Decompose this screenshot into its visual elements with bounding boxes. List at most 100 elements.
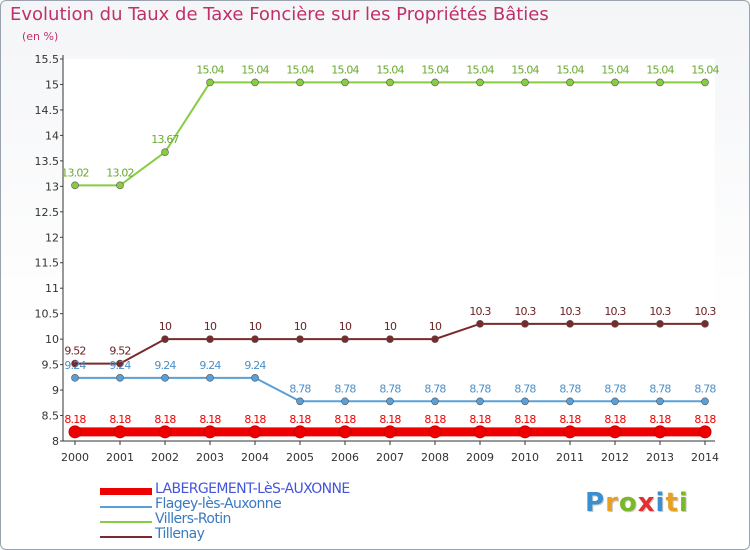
y-tick-label: 14.5 (35, 104, 60, 117)
data-label: 8.18 (109, 413, 131, 426)
chart-title: Evolution du Taux de Taxe Foncière sur l… (10, 4, 549, 25)
data-point (248, 425, 262, 439)
data-point (563, 425, 577, 439)
data-point (431, 397, 439, 406)
legend-label-flagey: Flagey-lès-Auxonne (155, 496, 282, 512)
y-tick-label: 14 (45, 129, 59, 142)
data-label: 8.78 (559, 382, 581, 395)
data-point (656, 397, 664, 406)
data-label: 8.18 (649, 413, 671, 426)
data-label: 8.78 (334, 382, 356, 395)
data-label: 9.52 (109, 345, 130, 358)
data-point (476, 78, 484, 87)
data-label: 10 (429, 320, 442, 333)
data-label: 8.18 (379, 413, 401, 426)
data-label: 15.04 (196, 63, 224, 76)
data-point (341, 335, 349, 343)
logo-letter: P (585, 488, 606, 518)
data-point (296, 335, 304, 343)
data-point (116, 359, 124, 368)
data-label: 15.04 (466, 63, 494, 76)
data-point (656, 78, 664, 87)
data-point (566, 397, 574, 406)
data-point (386, 78, 394, 87)
data-label: 13.67 (151, 133, 179, 146)
data-point (161, 374, 169, 382)
data-point (296, 397, 304, 406)
y-tick-label: 9.5 (42, 359, 60, 372)
data-label: 10.3 (649, 305, 671, 318)
data-point (611, 320, 619, 328)
data-label: 10 (204, 320, 217, 333)
data-point (293, 425, 307, 439)
y-tick-label: 15 (45, 78, 59, 91)
data-point (521, 78, 529, 87)
legend-swatch-flagey (100, 506, 152, 508)
data-label: 9.24 (244, 359, 266, 372)
x-tick-label: 2004 (241, 451, 269, 464)
data-point (611, 397, 619, 406)
legend-label-tillenay: Tillenay (155, 526, 205, 542)
data-label: 10.3 (514, 305, 536, 318)
y-tick-label: 12.5 (35, 206, 60, 219)
x-tick-label: 2000 (61, 451, 89, 464)
data-point (161, 335, 169, 343)
x-tick-label: 2014 (691, 451, 719, 464)
data-point (251, 78, 259, 87)
chart-subtitle: (en %) (22, 30, 59, 43)
data-label: 13.02 (106, 166, 134, 179)
data-label: 8.18 (469, 413, 491, 426)
data-label: 15.04 (691, 63, 719, 76)
data-label: 8.18 (604, 413, 626, 426)
data-point (113, 425, 127, 439)
x-tick-label: 2009 (466, 451, 494, 464)
data-point (203, 425, 217, 439)
data-point (341, 397, 349, 406)
x-tick-label: 2002 (151, 451, 179, 464)
data-point (431, 78, 439, 87)
data-point (476, 397, 484, 406)
data-label: 9.24 (64, 359, 86, 372)
data-label: 9.24 (109, 359, 131, 372)
data-point (296, 78, 304, 87)
x-tick-label: 2006 (331, 451, 359, 464)
data-label: 10 (249, 320, 262, 333)
y-tick-label: 8.5 (42, 410, 60, 423)
logo-letter: r (605, 488, 619, 518)
data-point (158, 425, 172, 439)
data-point (701, 397, 709, 406)
legend-swatch-tillenay (100, 536, 152, 538)
data-point (251, 374, 259, 382)
y-tick-label: 8 (52, 435, 59, 448)
logo-letter: i (655, 488, 666, 518)
data-label: 10 (159, 320, 172, 333)
data-point (71, 374, 79, 382)
logo-letter: i (678, 488, 689, 518)
data-point (521, 320, 529, 328)
legend-swatch-labergement (100, 488, 152, 495)
data-point (161, 148, 169, 157)
data-point (68, 425, 82, 439)
data-label: 15.04 (241, 63, 269, 76)
y-tick-label: 10.5 (35, 308, 60, 321)
data-label: 13.02 (61, 166, 89, 179)
data-label: 8.18 (694, 413, 716, 426)
data-label: 15.04 (421, 63, 449, 76)
logo-letter: x (637, 488, 656, 518)
data-label: 8.18 (424, 413, 446, 426)
data-label: 8.78 (604, 382, 626, 395)
x-tick-label: 2001 (106, 451, 134, 464)
data-point (566, 78, 574, 87)
data-label: 8.78 (469, 382, 491, 395)
data-point (206, 78, 214, 87)
data-point (251, 335, 259, 343)
data-label: 8.18 (514, 413, 536, 426)
data-point (701, 320, 709, 328)
y-tick-label: 15.5 (35, 53, 60, 66)
data-label: 15.04 (286, 63, 314, 76)
data-point (338, 425, 352, 439)
data-label: 10.3 (604, 305, 626, 318)
data-label: 8.18 (289, 413, 311, 426)
y-tick-label: 12 (45, 231, 59, 244)
